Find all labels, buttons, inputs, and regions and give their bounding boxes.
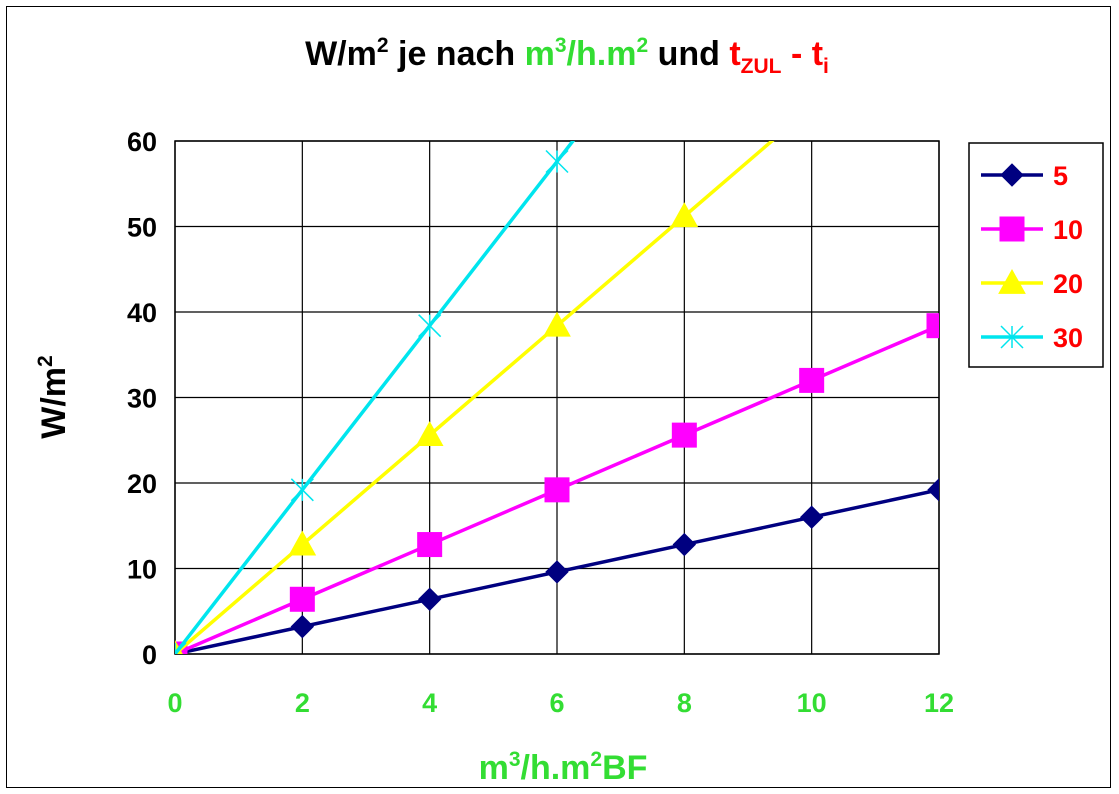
y-axis-title: W/m2 [34, 355, 73, 438]
text-part: je nach [389, 35, 525, 73]
legend-item: 5 [981, 161, 1068, 191]
text-part: W/m [305, 35, 377, 73]
x-tick-label: 6 [549, 688, 564, 718]
data-point [290, 478, 314, 502]
legend-label: 30 [1053, 323, 1083, 353]
text-part: t [729, 35, 740, 73]
legend-label: 5 [1053, 161, 1068, 191]
data-point [545, 149, 569, 174]
series-30 [175, 141, 576, 654]
data-point [415, 421, 444, 447]
data-point [545, 560, 569, 584]
data-point [544, 477, 570, 503]
chart-frame: W/m2 je nach m3/h.m2 und tZUL - ti 0 10 20… [6, 6, 1111, 788]
x-tick-label: 8 [677, 688, 692, 718]
text-part: 2 [636, 34, 648, 57]
data-point [926, 313, 939, 339]
y-tick-label: 0 [142, 640, 157, 670]
x-axis-ticks: 0 2 4 6 8 10 12 [167, 688, 954, 718]
text-part: m [479, 749, 509, 787]
legend-item: 20 [981, 268, 1083, 299]
text-part: /h.m [567, 35, 637, 73]
text-part: /h.m [521, 749, 591, 787]
text-part: 3 [509, 748, 521, 771]
data-point [175, 642, 187, 654]
text-part: 2 [590, 748, 602, 771]
data-point [799, 367, 825, 393]
legend-marker [1000, 325, 1024, 349]
series-layer [175, 141, 939, 654]
text-part: 2 [377, 34, 389, 57]
x-tick-label: 2 [295, 688, 310, 718]
legend: 5 10 20 30 [968, 142, 1104, 368]
y-tick-label: 20 [127, 469, 157, 499]
x-axis-title: m3/h.m2BF [479, 748, 648, 787]
y-tick-label: 40 [127, 298, 157, 328]
data-point [543, 311, 571, 337]
legend-label: 20 [1053, 269, 1083, 299]
data-point [927, 478, 939, 502]
text-part: 3 [555, 34, 567, 57]
data-point [289, 586, 315, 612]
x-tick-label: 0 [167, 688, 182, 718]
text-part: W/m [35, 367, 73, 439]
x-tick-label: 12 [924, 688, 954, 718]
x-tick-label: 10 [797, 688, 827, 718]
y-axis-ticks: 0 10 20 30 40 50 60 [127, 127, 157, 670]
data-point [417, 532, 443, 558]
text-part: 2 [34, 355, 57, 367]
gridlines [174, 140, 940, 655]
text-part: ZUL [741, 55, 782, 78]
text-part: und [648, 35, 729, 73]
text-part: - t [782, 35, 824, 73]
data-point [418, 314, 442, 338]
text-part: m [525, 35, 555, 73]
text-part: i [823, 55, 829, 78]
chart-title: W/m2 je nach m3/h.m2 und tZUL - ti [305, 34, 829, 78]
data-point [288, 530, 317, 556]
y-tick-label: 30 [127, 384, 157, 414]
y-tick-label: 50 [127, 213, 157, 243]
series-5 [175, 478, 939, 654]
data-point [671, 422, 697, 448]
line-chart: W/m2 je nach m3/h.m2 und tZUL - ti 01020… [34, 34, 1104, 787]
data-point [290, 614, 315, 639]
legend-item: 10 [981, 215, 1083, 245]
legend-marker [998, 268, 1026, 294]
legend-marker [999, 216, 1025, 242]
data-point [799, 505, 824, 529]
legend-item: 30 [981, 323, 1083, 353]
y-tick-label: 60 [127, 127, 157, 157]
data-point [672, 532, 697, 557]
y-tick-label: 10 [127, 555, 157, 585]
legend-box [968, 142, 1104, 368]
legend-label: 10 [1053, 215, 1083, 245]
text-part: BF [602, 749, 647, 787]
legend-marker [1000, 163, 1024, 187]
data-point [417, 587, 442, 611]
series-20 [175, 141, 775, 654]
data-point [670, 202, 699, 228]
marker-stroke [175, 642, 187, 654]
x-tick-label: 4 [422, 688, 437, 718]
